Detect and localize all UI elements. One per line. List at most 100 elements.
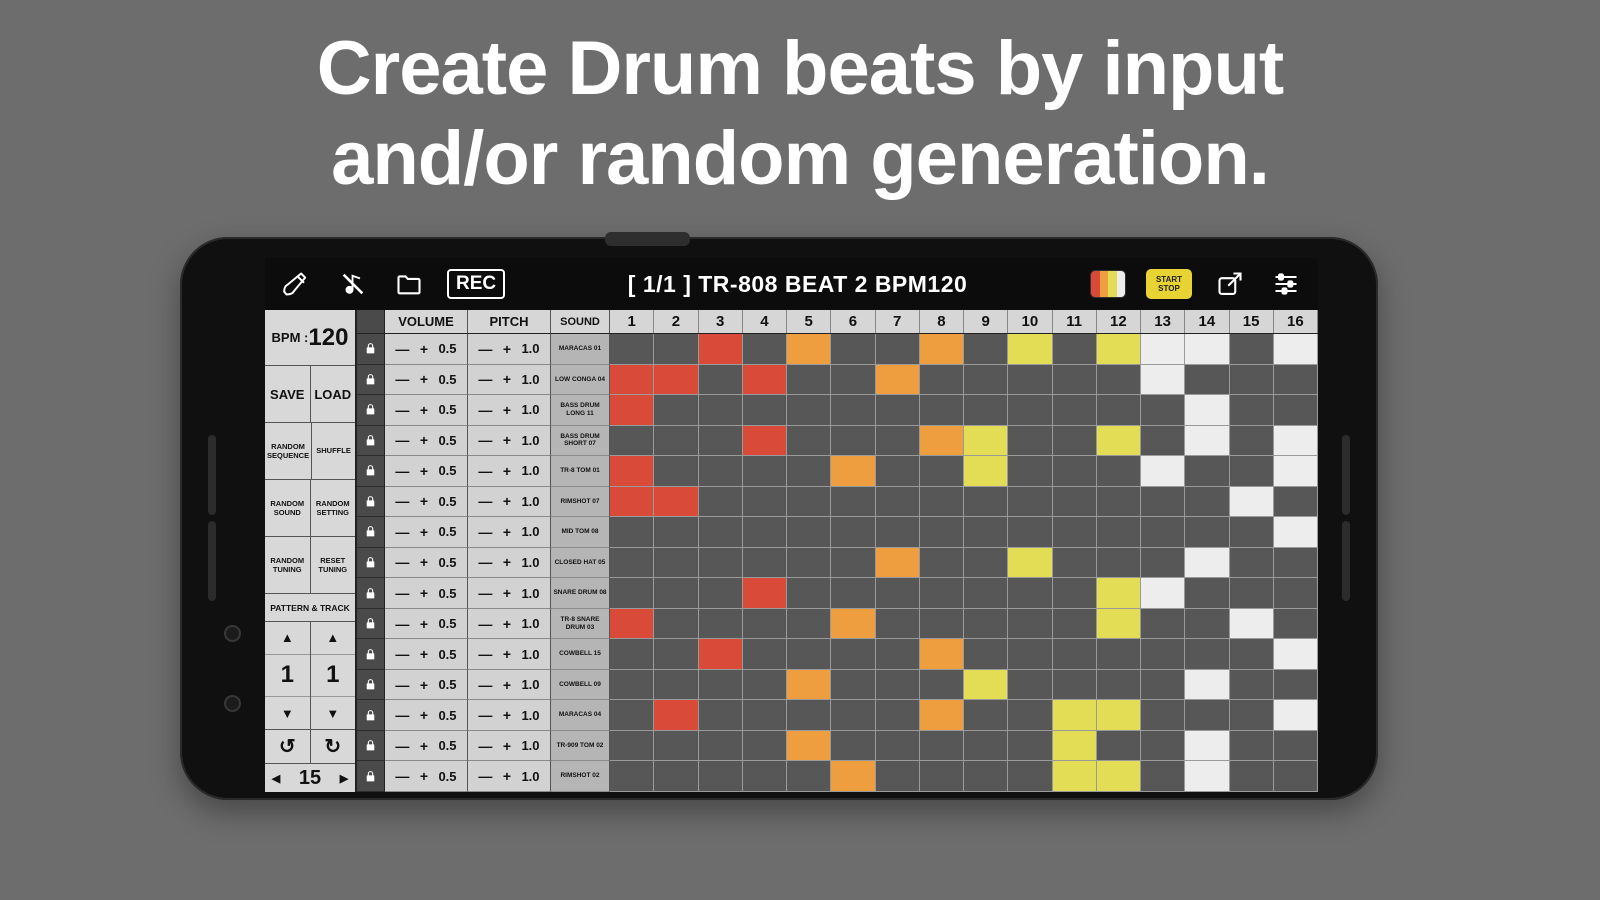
step-cell-r4-c5[interactable] [787, 425, 832, 457]
step-cell-r10-c9[interactable] [964, 608, 1009, 640]
step-cell-r8-c4[interactable] [742, 547, 787, 579]
step-cell-r7-c15[interactable] [1229, 517, 1274, 548]
sound-name[interactable]: TR-909 TOM 02 [551, 730, 610, 762]
step-cell-r13-c7[interactable] [875, 700, 920, 731]
step-cell-r11-c15[interactable] [1229, 639, 1274, 670]
pitch-minus-button[interactable]: — [478, 462, 493, 479]
step-cell-r14-c12[interactable] [1096, 730, 1141, 762]
step-cell-r12-c14[interactable] [1185, 669, 1230, 701]
sound-name[interactable]: BASS DRUM SHORT 07 [551, 425, 610, 457]
step-cell-r8-c7[interactable] [875, 547, 920, 579]
volume-plus-button[interactable]: + [419, 462, 429, 479]
step-cell-r15-c4[interactable] [742, 761, 787, 792]
volume-plus-button[interactable]: + [419, 340, 429, 357]
step-cell-r5-c12[interactable] [1096, 456, 1141, 487]
sound-name[interactable]: MID TOM 08 [551, 517, 610, 548]
mute-note-icon[interactable] [335, 269, 371, 299]
step-cell-r14-c5[interactable] [787, 730, 832, 762]
step-cell-r6-c3[interactable] [698, 486, 743, 518]
step-cell-r2-c15[interactable] [1229, 364, 1274, 396]
lock-button[interactable] [357, 364, 385, 396]
pattern-up-button[interactable]: ▲ [265, 622, 310, 655]
step-cell-r1-c10[interactable] [1008, 334, 1053, 365]
step-cell-r7-c5[interactable] [787, 517, 832, 548]
step-cell-r12-c12[interactable] [1096, 669, 1141, 701]
step-cell-r15-c5[interactable] [787, 761, 832, 792]
step-cell-r1-c6[interactable] [831, 334, 876, 365]
step-cell-r15-c6[interactable] [831, 761, 876, 792]
step-cell-r7-c16[interactable] [1273, 517, 1318, 548]
step-cell-r6-c12[interactable] [1096, 486, 1141, 518]
lock-button[interactable] [357, 486, 385, 518]
step-cell-r3-c2[interactable] [654, 395, 699, 426]
step-cell-r12-c5[interactable] [787, 669, 832, 701]
track-up-button[interactable]: ▲ [310, 622, 355, 655]
pitch-plus-button[interactable]: + [502, 585, 512, 602]
step-cell-r6-c15[interactable] [1229, 486, 1274, 518]
volume-plus-button[interactable]: + [419, 523, 429, 540]
step-cell-r13-c14[interactable] [1185, 700, 1230, 731]
step-cell-r4-c4[interactable] [742, 425, 787, 457]
step-cell-r3-c7[interactable] [875, 395, 920, 426]
step-cell-r14-c13[interactable] [1141, 730, 1186, 762]
random-setting-button[interactable]: RANDOM SETTING [309, 480, 356, 536]
step-cell-r15-c12[interactable] [1096, 761, 1141, 792]
step-cell-r1-c1[interactable] [610, 334, 655, 365]
step-cell-r15-c11[interactable] [1052, 761, 1097, 792]
step-cell-r2-c6[interactable] [831, 364, 876, 396]
step-cell-r9-c10[interactable] [1008, 578, 1053, 609]
pitch-minus-button[interactable]: — [478, 615, 493, 632]
step-cell-r1-c3[interactable] [698, 334, 743, 365]
step-cell-r9-c8[interactable] [919, 578, 964, 609]
step-cell-r6-c1[interactable] [610, 486, 655, 518]
step-cell-r5-c1[interactable] [610, 456, 655, 487]
volume-minus-button[interactable]: — [395, 462, 410, 479]
step-cell-r5-c7[interactable] [875, 456, 920, 487]
volume-minus-button[interactable]: — [395, 523, 410, 540]
volume-minus-button[interactable]: — [395, 737, 410, 754]
step-cell-r6-c11[interactable] [1052, 486, 1097, 518]
step-cell-r5-c9[interactable] [964, 456, 1009, 487]
volume-minus-button[interactable]: — [395, 707, 410, 724]
step-cell-r4-c7[interactable] [875, 425, 920, 457]
step-cell-r15-c3[interactable] [698, 761, 743, 792]
step-cell-r4-c3[interactable] [698, 425, 743, 457]
lock-button[interactable] [357, 700, 385, 731]
step-cell-r9-c4[interactable] [742, 578, 787, 609]
step-cell-r12-c1[interactable] [610, 669, 655, 701]
step-cell-r9-c9[interactable] [964, 578, 1009, 609]
step-cell-r5-c16[interactable] [1273, 456, 1318, 487]
step-cell-r7-c10[interactable] [1008, 517, 1053, 548]
step-cell-r12-c10[interactable] [1008, 669, 1053, 701]
step-cell-r7-c12[interactable] [1096, 517, 1141, 548]
step-cell-r13-c6[interactable] [831, 700, 876, 731]
step-cell-r9-c2[interactable] [654, 578, 699, 609]
step-cell-r6-c4[interactable] [742, 486, 787, 518]
step-cell-r3-c14[interactable] [1185, 395, 1230, 426]
step-cell-r4-c6[interactable] [831, 425, 876, 457]
step-cell-r4-c2[interactable] [654, 425, 699, 457]
step-cell-r15-c10[interactable] [1008, 761, 1053, 792]
step-cell-r5-c5[interactable] [787, 456, 832, 487]
step-cell-r1-c5[interactable] [787, 334, 832, 365]
step-cell-r14-c4[interactable] [742, 730, 787, 762]
step-cell-r15-c8[interactable] [919, 761, 964, 792]
pitch-plus-button[interactable]: + [502, 554, 512, 571]
step-cell-r6-c16[interactable] [1273, 486, 1318, 518]
step-cell-r2-c13[interactable] [1141, 364, 1186, 396]
page-next-button[interactable]: ▶ [339, 772, 349, 785]
step-cell-r13-c2[interactable] [654, 700, 699, 731]
step-cell-r12-c15[interactable] [1229, 669, 1274, 701]
step-cell-r10-c2[interactable] [654, 608, 699, 640]
start-stop-button[interactable]: START STOP [1146, 269, 1192, 299]
step-cell-r10-c14[interactable] [1185, 608, 1230, 640]
step-cell-r8-c9[interactable] [964, 547, 1009, 579]
step-cell-r14-c14[interactable] [1185, 730, 1230, 762]
step-cell-r10-c4[interactable] [742, 608, 787, 640]
step-cell-r11-c10[interactable] [1008, 639, 1053, 670]
step-cell-r2-c1[interactable] [610, 364, 655, 396]
sound-name[interactable]: CLOSED HAT 05 [551, 547, 610, 579]
pitch-plus-button[interactable]: + [502, 615, 512, 632]
step-cell-r15-c16[interactable] [1273, 761, 1318, 792]
step-cell-r11-c1[interactable] [610, 639, 655, 670]
